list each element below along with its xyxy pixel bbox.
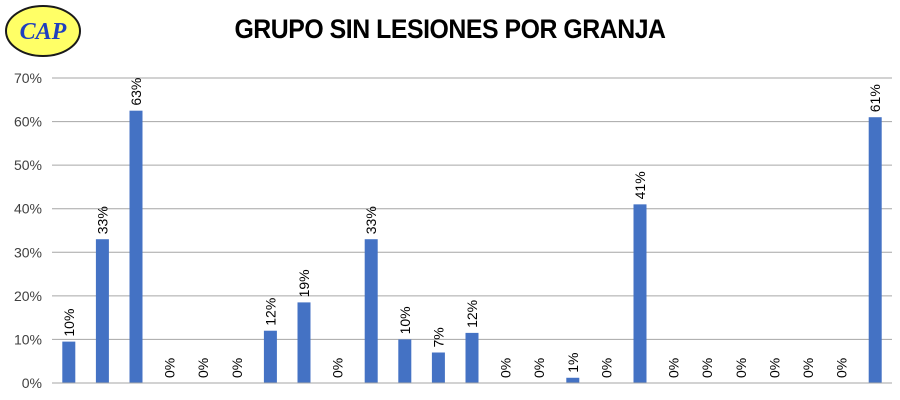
data-label: 0% <box>531 358 547 378</box>
data-label: 10% <box>61 309 77 337</box>
y-tick-label: 70% <box>14 70 42 86</box>
data-labels: 10% 33% 63% 0% 0% 0% 12% 19% 0% 33% 10% 7% 12% 0% 0% 1%… <box>61 78 883 378</box>
data-label: 12% <box>464 300 480 328</box>
data-label: 12% <box>262 298 278 326</box>
bar <box>95 239 109 383</box>
data-label: 0% <box>733 358 749 378</box>
data-label: 0% <box>834 358 850 378</box>
bar <box>398 339 412 383</box>
data-label: 0% <box>598 358 614 378</box>
data-label: 0% <box>699 358 715 378</box>
bar <box>633 204 647 383</box>
y-tick-label: 20% <box>14 288 42 304</box>
y-tick-label: 10% <box>14 331 42 347</box>
data-label: 33% <box>363 206 379 234</box>
data-label: 19% <box>296 269 312 297</box>
gridlines <box>52 77 892 340</box>
bars <box>62 110 882 383</box>
data-label: 0% <box>800 358 816 378</box>
y-tick-label: 50% <box>14 157 42 173</box>
data-label: 7% <box>430 327 446 347</box>
data-label: 0% <box>330 358 346 378</box>
bar <box>297 302 311 383</box>
data-label: 61% <box>867 84 883 112</box>
bar <box>431 352 445 383</box>
data-label: 0% <box>195 358 211 378</box>
data-label: 10% <box>397 306 413 334</box>
y-tick-label: 60% <box>14 114 42 130</box>
data-label: 0% <box>666 358 682 378</box>
bar <box>129 110 143 383</box>
logo-text: CAP <box>20 19 67 45</box>
data-label: 0% <box>162 358 178 378</box>
bar <box>868 117 882 383</box>
y-tick-label: 40% <box>14 201 42 217</box>
y-tick-label: 0% <box>22 375 42 391</box>
data-label: 0% <box>766 358 782 378</box>
bar <box>62 341 76 383</box>
data-label: 63% <box>128 78 144 106</box>
bar <box>364 239 378 383</box>
bar <box>465 332 479 383</box>
bar <box>263 330 277 383</box>
bar <box>566 377 580 383</box>
data-label: 33% <box>94 206 110 234</box>
y-tick-label: 30% <box>14 244 42 260</box>
cap-logo: CAP <box>5 5 81 57</box>
data-label: 0% <box>229 358 245 378</box>
y-axis-ticks: 0% 10% 20% 30% 40% 50% 60% 70% <box>14 70 42 391</box>
data-label: 41% <box>632 171 648 199</box>
chart-title: GRUPO SIN LESIONES POR GRANJA <box>234 14 666 44</box>
data-label: 0% <box>498 358 514 378</box>
data-label: 1% <box>565 353 581 373</box>
